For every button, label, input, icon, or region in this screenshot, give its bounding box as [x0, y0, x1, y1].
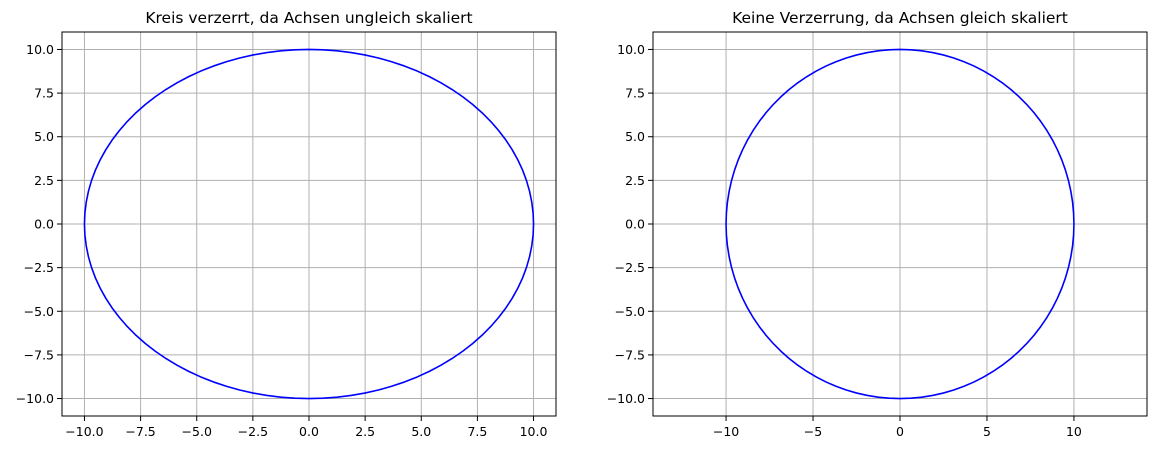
left-chart-x-tick-label: 10.0 [520, 424, 548, 439]
right-chart-x-tick-label: 10 [1066, 424, 1082, 439]
left-chart-y-tick-label: 2.5 [34, 173, 54, 188]
left-chart-ticks: −10.0 −7.5 −5.0 −2.5 0.0 2.5 5.0 7.5 10.0 10.0 7.5… [16, 42, 548, 439]
left-chart-x-tick-label: 0.0 [299, 424, 319, 439]
right-chart-x-tick-label: −5 [804, 424, 822, 439]
left-chart-x-tick-label: 5.0 [411, 424, 431, 439]
left-chart-x-tick-label: −10.0 [65, 424, 103, 439]
left-chart-series [83, 48, 535, 400]
right-chart-y-tick-label: 2.5 [625, 173, 645, 188]
right-chart-y-tick-label: 0.0 [625, 217, 645, 232]
right-chart-y-tick-label: −5.0 [615, 304, 645, 319]
left-chart: Kreis verzerrt, da Achsen ungleich skali… [16, 9, 557, 439]
left-chart-y-tick-label: −7.5 [24, 347, 54, 362]
left-chart-y-tick-label: −5.0 [24, 304, 54, 319]
left-chart-x-tick-label: 2.5 [355, 424, 375, 439]
left-chart-x-tick-label: −2.5 [238, 424, 268, 439]
right-chart-x-tick-label: −10 [713, 424, 739, 439]
right-chart-series [725, 48, 1075, 400]
right-chart-grid [653, 32, 1147, 416]
left-chart-title: Kreis verzerrt, da Achsen ungleich skali… [145, 9, 472, 27]
right-chart-y-tick-label: −10.0 [607, 391, 645, 406]
right-chart-y-tick-label: −2.5 [615, 260, 645, 275]
right-chart-x-tick-label: 0 [896, 424, 904, 439]
left-chart-x-tick-label: −7.5 [125, 424, 155, 439]
left-chart-y-tick-label: 5.0 [34, 129, 54, 144]
left-chart-grid [62, 32, 556, 416]
left-chart-x-tick-label: −5.0 [182, 424, 212, 439]
right-chart-title: Keine Verzerrung, da Achsen gleich skali… [732, 9, 1068, 27]
right-chart-ticks: −10 −5 0 5 10 10.0 7.5 5.0 2.5 0.0 −2.5 −5.0 −7.5 −10… [607, 42, 1082, 439]
left-chart-y-tick-label: 0.0 [34, 217, 54, 232]
right-chart: Keine Verzerrung, da Achsen gleich skali… [607, 9, 1148, 439]
left-chart-y-tick-label: −10.0 [16, 391, 54, 406]
right-chart-x-tick-label: 5 [983, 424, 991, 439]
left-chart-y-tick-label: −2.5 [24, 260, 54, 275]
right-chart-y-tick-label: 5.0 [625, 129, 645, 144]
right-chart-y-tick-label: 7.5 [625, 86, 645, 101]
left-chart-y-tick-label: 7.5 [34, 86, 54, 101]
right-chart-y-tick-label: 10.0 [617, 42, 645, 57]
left-chart-x-tick-label: 7.5 [467, 424, 487, 439]
left-chart-y-tick-label: 10.0 [26, 42, 54, 57]
right-chart-circle-line [725, 48, 1075, 400]
left-chart-circle-line [83, 48, 535, 400]
right-chart-y-tick-label: −7.5 [615, 347, 645, 362]
